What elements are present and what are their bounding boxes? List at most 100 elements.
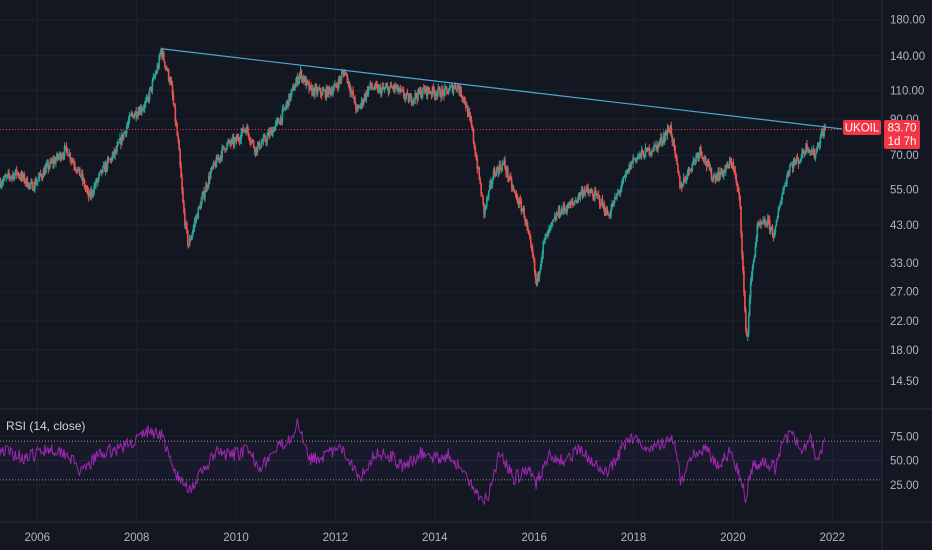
candle-body: [628, 164, 631, 173]
candle-body: [233, 139, 236, 145]
candle-body: [687, 167, 690, 173]
candle-body: [263, 136, 266, 138]
candle-body: [539, 266, 542, 272]
candle-body: [763, 219, 765, 221]
candle-body: [757, 224, 760, 226]
candle-body: [412, 99, 415, 104]
candle-body: [202, 191, 204, 196]
candle-body: [23, 174, 26, 183]
candle-body: [571, 201, 573, 204]
candle-body: [379, 87, 382, 95]
candle-body: [212, 162, 215, 168]
candle-body: [574, 200, 577, 203]
candle-body: [10, 177, 12, 179]
candle-body: [211, 166, 214, 168]
candle-body: [787, 172, 789, 176]
candle-body: [724, 169, 726, 172]
candle-body: [403, 96, 406, 99]
candle-body: [737, 186, 739, 192]
candle-body: [559, 214, 562, 216]
candle-body: [667, 128, 670, 131]
candle-body: [651, 151, 653, 152]
candle-body: [654, 144, 656, 146]
candle-body: [99, 171, 101, 175]
candle-body: [29, 183, 31, 185]
candle-body: [355, 104, 357, 110]
candle-body: [311, 86, 313, 95]
candle-body: [188, 238, 191, 246]
price-tick-label: 43.00: [890, 220, 919, 232]
candle-body: [375, 83, 377, 86]
candle-body: [73, 162, 75, 166]
candle-body: [486, 197, 488, 206]
candle-body: [683, 178, 686, 179]
candle-body: [54, 159, 56, 164]
candle-body: [640, 150, 643, 156]
candle-body: [504, 160, 506, 168]
candle-body: [783, 186, 785, 190]
candle-body: [773, 232, 776, 237]
candle-body: [775, 219, 778, 227]
candle-body: [553, 216, 556, 219]
candle-body: [15, 169, 18, 175]
candle-body: [595, 191, 597, 194]
candle-body: [457, 85, 460, 89]
candle-body: [583, 190, 586, 194]
candle-body: [752, 261, 755, 266]
candle-body: [420, 90, 422, 98]
candle-body: [35, 181, 38, 185]
candle-body: [676, 157, 678, 165]
candle-body: [320, 93, 323, 96]
candle-body: [455, 88, 458, 90]
candle-body: [300, 70, 303, 81]
candle-body: [444, 87, 446, 96]
rsi-axis[interactable]: 75.00 50.00 25.00: [890, 431, 919, 492]
candle-body: [653, 144, 655, 151]
candle-body: [746, 333, 749, 337]
candle-body: [45, 164, 48, 168]
candle-body: [110, 158, 113, 161]
time-tick-label: 2020: [720, 532, 746, 544]
trendline[interactable]: [161, 48, 843, 130]
candle-body: [130, 113, 133, 115]
candle-body: [793, 160, 796, 164]
candle-body: [312, 88, 314, 95]
candle-body: [186, 230, 189, 246]
candle-body: [464, 97, 466, 104]
candle-body: [674, 145, 676, 154]
candle-body: [685, 178, 688, 181]
candle-body: [515, 194, 518, 197]
candle-body: [19, 176, 22, 179]
candle-body: [198, 206, 201, 208]
candle-body: [736, 182, 739, 187]
candle-body: [286, 100, 288, 105]
candle-body: [678, 172, 680, 176]
candle-body: [193, 222, 196, 228]
candle-body: [533, 258, 536, 272]
candle-body: [518, 199, 521, 205]
candle-body: [187, 245, 190, 247]
candle-body: [128, 115, 131, 122]
candle-body: [13, 174, 15, 179]
candle-body: [96, 179, 98, 183]
candle-body: [30, 182, 32, 185]
candle-body: [741, 232, 743, 256]
candle-body: [7, 173, 9, 175]
candle-body: [552, 221, 554, 223]
time-axis[interactable]: 2006 2008 2010 2012 2014 2016 2018 2020 2022: [24, 532, 845, 544]
candle-body: [112, 151, 115, 156]
candle-body: [711, 179, 714, 180]
candle-body: [229, 143, 232, 145]
candle-body: [163, 52, 165, 62]
candle-body: [205, 185, 207, 193]
candle-body: [665, 132, 668, 135]
candle-body: [255, 147, 258, 153]
candle-body: [222, 146, 224, 148]
candle-body: [134, 111, 137, 115]
price-tick-label: 180.00: [890, 15, 925, 27]
candle-body: [617, 191, 620, 193]
candle-body: [14, 169, 17, 174]
candle-body: [761, 223, 763, 224]
candle-body: [232, 137, 235, 145]
